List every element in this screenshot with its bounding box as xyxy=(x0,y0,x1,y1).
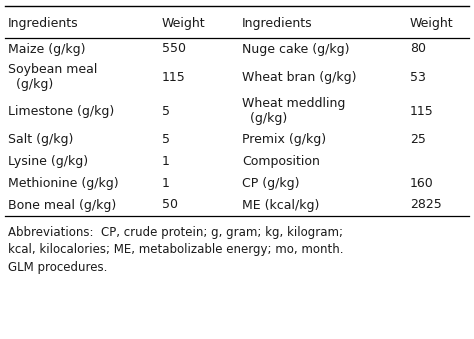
Text: kcal, kilocalories; ME, metabolizable energy; mo, month.: kcal, kilocalories; ME, metabolizable en… xyxy=(8,243,344,257)
Text: Weight: Weight xyxy=(410,18,454,31)
Text: Wheat meddling: Wheat meddling xyxy=(242,97,346,110)
Text: Abbreviations:  CP, crude protein; g, gram; kg, kilogram;: Abbreviations: CP, crude protein; g, gra… xyxy=(8,226,343,239)
Text: Weight: Weight xyxy=(162,18,206,31)
Text: 160: 160 xyxy=(410,177,434,190)
Text: Maize (g/kg): Maize (g/kg) xyxy=(8,42,85,56)
Text: Salt (g/kg): Salt (g/kg) xyxy=(8,133,73,145)
Text: Bone meal (g/kg): Bone meal (g/kg) xyxy=(8,199,116,212)
Text: Composition: Composition xyxy=(242,155,320,167)
Text: 80: 80 xyxy=(410,42,426,56)
Text: Limestone (g/kg): Limestone (g/kg) xyxy=(8,104,114,118)
Text: 5: 5 xyxy=(162,133,170,145)
Text: 550: 550 xyxy=(162,42,186,56)
Text: ME (kcal/kg): ME (kcal/kg) xyxy=(242,199,319,212)
Text: Soybean meal: Soybean meal xyxy=(8,63,97,76)
Text: Wheat bran (g/kg): Wheat bran (g/kg) xyxy=(242,71,356,83)
Text: 115: 115 xyxy=(410,104,434,118)
Text: 50: 50 xyxy=(162,199,178,212)
Text: Lysine (g/kg): Lysine (g/kg) xyxy=(8,155,88,167)
Text: Ingredients: Ingredients xyxy=(8,18,79,31)
Text: Ingredients: Ingredients xyxy=(242,18,313,31)
Text: Nuge cake (g/kg): Nuge cake (g/kg) xyxy=(242,42,349,56)
Text: 1: 1 xyxy=(162,155,170,167)
Text: GLM procedures.: GLM procedures. xyxy=(8,261,108,274)
Text: 1: 1 xyxy=(162,177,170,190)
Text: Methionine (g/kg): Methionine (g/kg) xyxy=(8,177,118,190)
Text: Premix (g/kg): Premix (g/kg) xyxy=(242,133,326,145)
Text: 53: 53 xyxy=(410,71,426,83)
Text: (g/kg): (g/kg) xyxy=(8,78,53,91)
Text: 5: 5 xyxy=(162,104,170,118)
Text: 115: 115 xyxy=(162,71,186,83)
Text: 2825: 2825 xyxy=(410,199,442,212)
Text: 25: 25 xyxy=(410,133,426,145)
Text: CP (g/kg): CP (g/kg) xyxy=(242,177,300,190)
Text: (g/kg): (g/kg) xyxy=(242,112,287,125)
